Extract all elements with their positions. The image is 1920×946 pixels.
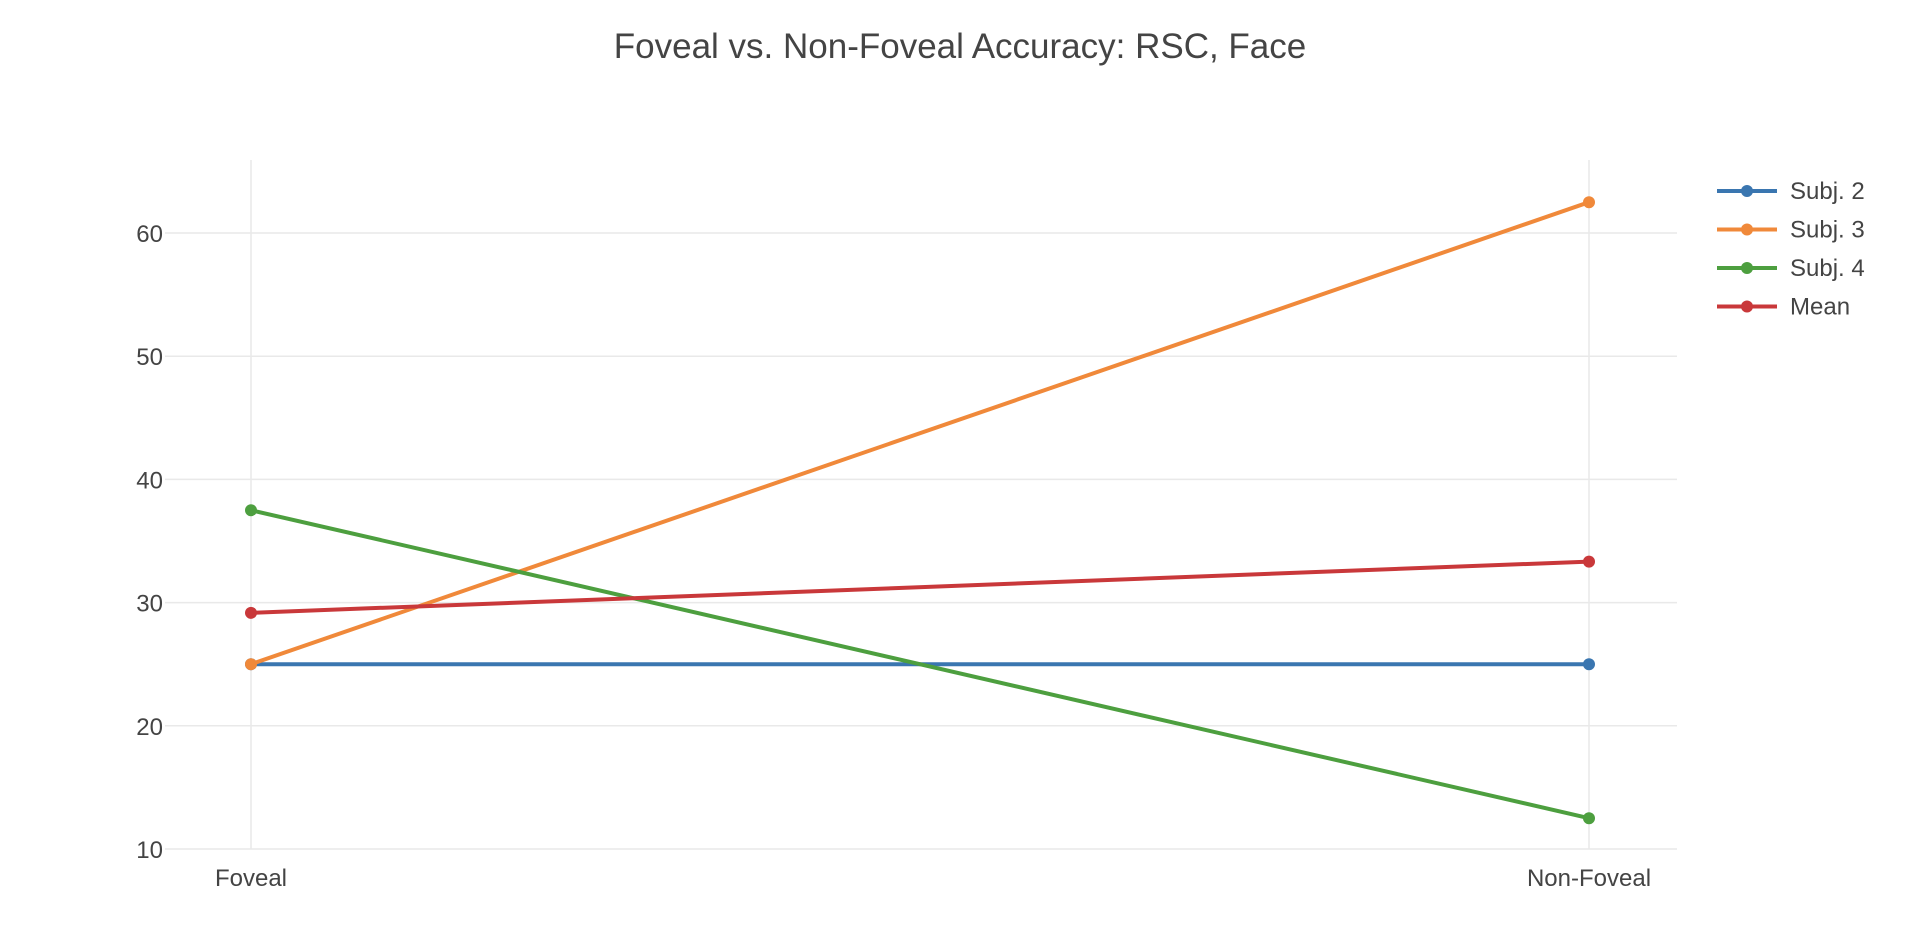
data-point[interactable]: [1583, 812, 1595, 825]
legend-swatch-marker: [1741, 300, 1753, 313]
legend[interactable]: Subj. 2 Subj. 3 Subj. 4 Mean: [1717, 178, 1865, 321]
legend-swatch-marker: [1741, 223, 1753, 236]
data-point[interactable]: [245, 658, 257, 671]
chart-title: Foveal vs. Non-Foveal Accuracy: RSC, Fac…: [614, 27, 1306, 66]
data-point[interactable]: [1583, 196, 1595, 209]
legend-swatch-marker: [1741, 185, 1753, 197]
legend-item[interactable]: Subj. 2: [1717, 178, 1865, 205]
legend-label: Subj. 3: [1790, 217, 1865, 244]
series-mean: [245, 555, 1595, 619]
series-lines: [245, 196, 1595, 825]
data-point[interactable]: [1583, 555, 1595, 568]
y-tick-label: 50: [136, 344, 163, 371]
series-line: [250, 200, 1590, 667]
series-subj-3: [245, 196, 1595, 671]
data-point[interactable]: [245, 504, 257, 517]
legend-swatch-marker: [1741, 262, 1753, 274]
legend-item[interactable]: Subj. 3: [1717, 217, 1865, 244]
y-tick-label: 60: [136, 221, 163, 248]
x-tick-label: Foveal: [215, 865, 287, 892]
series-line: [250, 559, 1590, 615]
series-line: [250, 508, 1590, 821]
y-tick-label: 10: [136, 837, 163, 864]
legend-item[interactable]: Mean: [1717, 294, 1850, 321]
x-tick-label: Non-Foveal: [1527, 865, 1651, 892]
legend-label: Subj. 4: [1790, 255, 1865, 282]
y-tick-label: 40: [136, 467, 163, 494]
legend-item[interactable]: Subj. 4: [1717, 255, 1865, 282]
series-subj-4: [245, 504, 1595, 825]
legend-label: Subj. 2: [1790, 178, 1865, 205]
y-axis-tick-labels: 10 20 30 40 50 60: [136, 221, 163, 864]
grid-lines: [165, 160, 1677, 850]
legend-label: Mean: [1790, 294, 1850, 321]
data-point[interactable]: [245, 606, 257, 619]
y-tick-label: 20: [136, 714, 163, 741]
x-axis-tick-labels: Foveal Non-Foveal: [215, 865, 1651, 892]
data-point[interactable]: [1583, 658, 1595, 671]
y-tick-label: 30: [136, 591, 163, 618]
